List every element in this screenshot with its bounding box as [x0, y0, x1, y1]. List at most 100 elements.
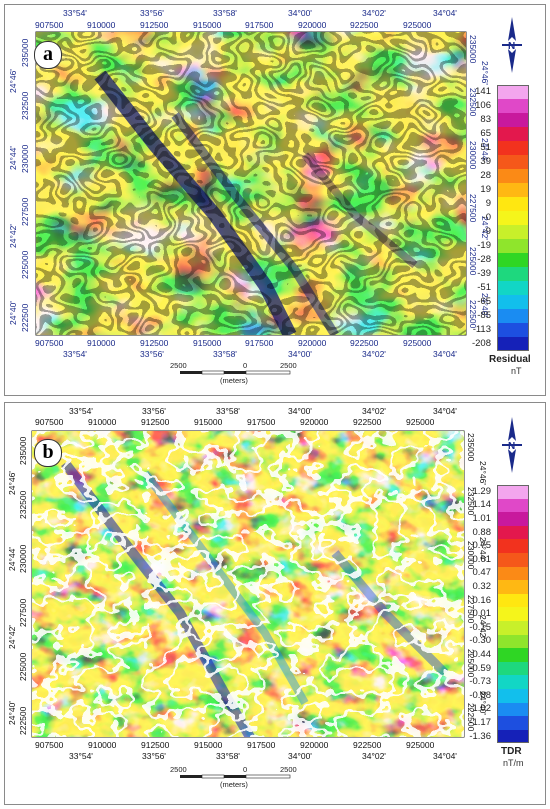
legend-swatch: [497, 309, 529, 323]
legend-swatch: [497, 253, 529, 267]
legend-swatch: [497, 675, 529, 689]
legend-value: 1.14: [472, 499, 492, 511]
easting-label: 912500: [141, 740, 170, 750]
residual-map-svg: 33°54' 33°56' 33°58' 34°00' 34°02' 34°04…: [8, 8, 522, 385]
legend-value: 9: [485, 198, 491, 209]
legend-swatch: [497, 525, 529, 540]
lon-label: 34°02': [362, 751, 386, 761]
northing-label: 227500: [466, 595, 476, 624]
easting-label: 907500: [35, 338, 64, 348]
legend-value: 51: [480, 142, 491, 153]
lon-label: 34°04': [433, 406, 457, 416]
easting-label: 917500: [247, 740, 276, 750]
legend-swatch: [497, 729, 529, 744]
easting-label: 907500: [35, 740, 64, 750]
residual-color-legend: 141 106 83 65 51 39 28 19 9 -0 -9 -19 -28 -39 -51 -65 -8…: [472, 85, 547, 385]
bottom-lon-labels: 33°54' 33°56' 33°58' 34°00' 34°02' 34°04…: [63, 349, 457, 359]
easting-label: 912500: [141, 417, 170, 427]
legend-value: -0.73: [469, 676, 491, 688]
lon-label: 34°02': [362, 349, 386, 359]
legend-swatch: [497, 661, 529, 676]
lat-label: 24°44': [478, 537, 488, 561]
northing-label: 225000: [18, 652, 28, 681]
legend-swatch: [497, 539, 529, 553]
residual-map-panel: 33°54' 33°56' 33°58' 34°00' 34°02' 34°04…: [4, 4, 546, 396]
legend-swatch: [497, 593, 529, 608]
legend-swatch: [497, 295, 529, 309]
legend-value: 28: [480, 170, 491, 181]
easting-label: 917500: [247, 417, 276, 427]
legend-swatch: [497, 716, 529, 730]
lat-label: 24°40': [480, 293, 490, 317]
easting-label: 910000: [87, 20, 116, 30]
lat-label: 24°42': [480, 216, 490, 240]
legend-swatch: [497, 498, 529, 513]
legend-value: -9: [482, 226, 491, 237]
legend-value: -1.36: [469, 730, 491, 742]
lon-label: 34°02': [362, 406, 386, 416]
lon-label: 34°00': [288, 751, 312, 761]
right-northing-labels: 235000 232500 230000 227500 225000 22250…: [468, 35, 478, 329]
legend-swatch: [497, 566, 529, 581]
legend-value: -85: [477, 310, 491, 321]
lat-label: 24°44': [480, 138, 490, 162]
northing-label: 232500: [468, 88, 478, 117]
lon-label: 34°04': [433, 751, 457, 761]
lon-label: 33°58': [216, 406, 240, 416]
northing-label: 232500: [20, 91, 30, 120]
lon-label: 33°56': [142, 406, 166, 416]
lon-label: 33°54': [63, 8, 87, 18]
legend-value: 0.01: [472, 608, 492, 620]
lon-label: 34°00': [288, 349, 312, 359]
legend-swatch: [497, 337, 529, 351]
legend-swatch: [497, 113, 529, 127]
legend-value: -39: [477, 268, 491, 279]
lon-label: 34°04': [433, 8, 457, 18]
lat-label: 24°46': [8, 69, 18, 93]
northing-label: 230000: [466, 541, 476, 570]
scale-unit-label: (meters): [220, 376, 248, 385]
scale-bar: 2500 0 2500 (meters): [170, 361, 297, 385]
lat-label: 24°46': [478, 461, 488, 485]
legend-swatch: [497, 281, 529, 295]
lon-label: 33°54': [63, 349, 87, 359]
scale-right-label: 2500: [280, 361, 297, 370]
northing-label: 225000: [466, 649, 476, 678]
scale-bar: 2500 0 2500 (meters): [170, 765, 297, 789]
legend-value: 0.16: [472, 594, 492, 606]
left-lat-labels: 24°46' 24°44' 24°42' 24°40': [7, 471, 17, 725]
scale-center-label: 0: [243, 361, 247, 370]
northing-label: 222500: [468, 300, 478, 329]
easting-label: 925000: [406, 740, 435, 750]
left-northing-labels: 235000 232500 230000 227500 225000 22250…: [18, 436, 28, 735]
lon-label: 34°02': [362, 8, 386, 18]
legend-value: 1.29: [472, 485, 492, 497]
bottom-easting-labels: 907500 910000 912500 915000 917500 92000…: [35, 740, 435, 750]
panel-label-b: b: [34, 439, 62, 467]
legend-swatch: [497, 225, 529, 239]
easting-label: 922500: [353, 740, 382, 750]
left-lat-labels: 24°46' 24°44' 24°42' 24°40': [8, 69, 18, 325]
svg-text:N: N: [508, 41, 515, 52]
legend-value: -1.17: [469, 717, 491, 728]
northing-label: 235000: [20, 38, 30, 67]
svg-text:N: N: [508, 441, 515, 452]
easting-label: 910000: [88, 417, 117, 427]
scale-center-label: 0: [243, 765, 247, 774]
easting-label: 920000: [298, 20, 327, 30]
easting-label: 915000: [193, 20, 222, 30]
lon-label: 33°58': [213, 349, 237, 359]
legend-value: -51: [477, 282, 491, 293]
top-lon-labels: 33°54' 33°56' 33°58' 34°00' 34°02' 34°04…: [69, 406, 457, 416]
north-arrow-icon: N: [502, 17, 522, 73]
easting-label: 925000: [406, 417, 435, 427]
legend-unit: nT: [511, 366, 522, 376]
easting-label: 912500: [140, 20, 169, 30]
northing-label: 230000: [18, 544, 28, 573]
tdr-map-svg: 33°54' 33°56' 33°58' 34°00' 34°02' 34°04…: [7, 406, 522, 789]
legend-value: 1.01: [472, 513, 492, 524]
legend-value: -1.02: [469, 703, 491, 715]
legend-value: -28: [477, 254, 491, 265]
legend-swatch: [497, 648, 529, 662]
panel-label-a: a: [34, 41, 62, 69]
